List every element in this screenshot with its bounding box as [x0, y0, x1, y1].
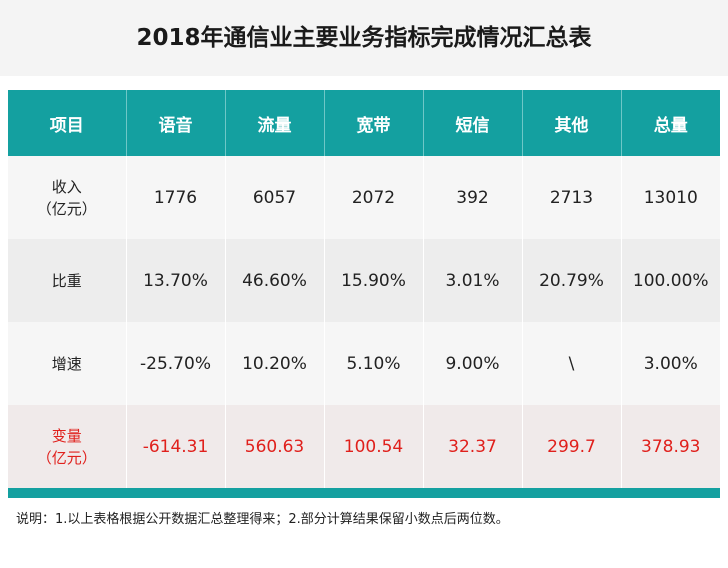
table-row-share: 比重 13.70% 46.60% 15.90% 3.01% 20.79% 100…	[8, 239, 720, 322]
table-cell: 299.7	[521, 405, 621, 488]
table-cell: 3.01%	[422, 239, 522, 322]
header-cell-broadband: 宽带	[323, 90, 423, 156]
table-cell: 3.00%	[620, 322, 720, 405]
header-cell-total: 总量	[620, 90, 720, 156]
row-label-text: 变量	[51, 426, 82, 445]
header-cell-traffic: 流量	[224, 90, 324, 156]
row-label-text: 收入	[51, 177, 82, 196]
table-cell: 10.20%	[224, 322, 324, 405]
table-cell: 46.60%	[224, 239, 324, 322]
table-cell: 15.90%	[323, 239, 423, 322]
table-cell: 6057	[224, 156, 324, 239]
table-cell: 2072	[323, 156, 423, 239]
table-cell: 9.00%	[422, 322, 522, 405]
table-cell: 2713	[521, 156, 621, 239]
table-cell: 32.37	[422, 405, 522, 488]
table-cell: 5.10%	[323, 322, 423, 405]
table-row-change: 变量 （亿元） -614.31 560.63 100.54 32.37 299.7…	[8, 405, 720, 488]
table-row-revenue: 收入 （亿元） 1776 6057 2072 392 2713 13010	[8, 156, 720, 239]
page-title: 2018年通信业主要业务指标完成情况汇总表	[136, 25, 592, 51]
table-header-row: 项目 语音 流量 宽带 短信 其他 总量	[8, 90, 720, 156]
table-cell: 560.63	[224, 405, 324, 488]
row-label-change: 变量 （亿元）	[8, 405, 126, 488]
table-cell: 392	[422, 156, 522, 239]
row-label-growth: 增速	[8, 322, 126, 405]
table-cell: -614.31	[125, 405, 225, 488]
row-label-share: 比重	[8, 239, 126, 322]
summary-table: 项目 语音 流量 宽带 短信 其他 总量 收入 （亿元） 1776 6057 20…	[8, 90, 720, 488]
header-cell-item: 项目	[49, 115, 84, 136]
title-bar	[0, 0, 728, 76]
header-cell-other: 其他	[521, 90, 621, 156]
table-cell: 378.93	[620, 405, 720, 488]
summary-table-frame: 项目 语音 流量 宽带 短信 其他 总量 收入 （亿元） 1776 6057 20…	[8, 90, 720, 498]
table-cell: 13.70%	[125, 239, 225, 322]
header-cell-sms: 短信	[422, 90, 522, 156]
row-label-unit: （亿元）	[36, 199, 97, 218]
footnote: 说明：1.以上表格根据公开数据汇总整理得来；2.部分计算结果保留小数点后两位数。	[16, 512, 509, 527]
row-label-revenue: 收入 （亿元）	[8, 156, 126, 239]
table-row-growth: 增速 -25.70% 10.20% 5.10% 9.00% \ 3.00%	[8, 322, 720, 405]
table-cell: 100.54	[323, 405, 423, 488]
table-cell: -25.70%	[125, 322, 225, 405]
table-cell: 20.79%	[521, 239, 621, 322]
header-cell-voice: 语音	[125, 90, 225, 156]
table-cell: 13010	[620, 156, 720, 239]
table-cell: \	[521, 322, 621, 405]
row-label-unit: （亿元）	[36, 448, 97, 467]
table-cell: 1776	[125, 156, 225, 239]
table-cell: 100.00%	[620, 239, 720, 322]
